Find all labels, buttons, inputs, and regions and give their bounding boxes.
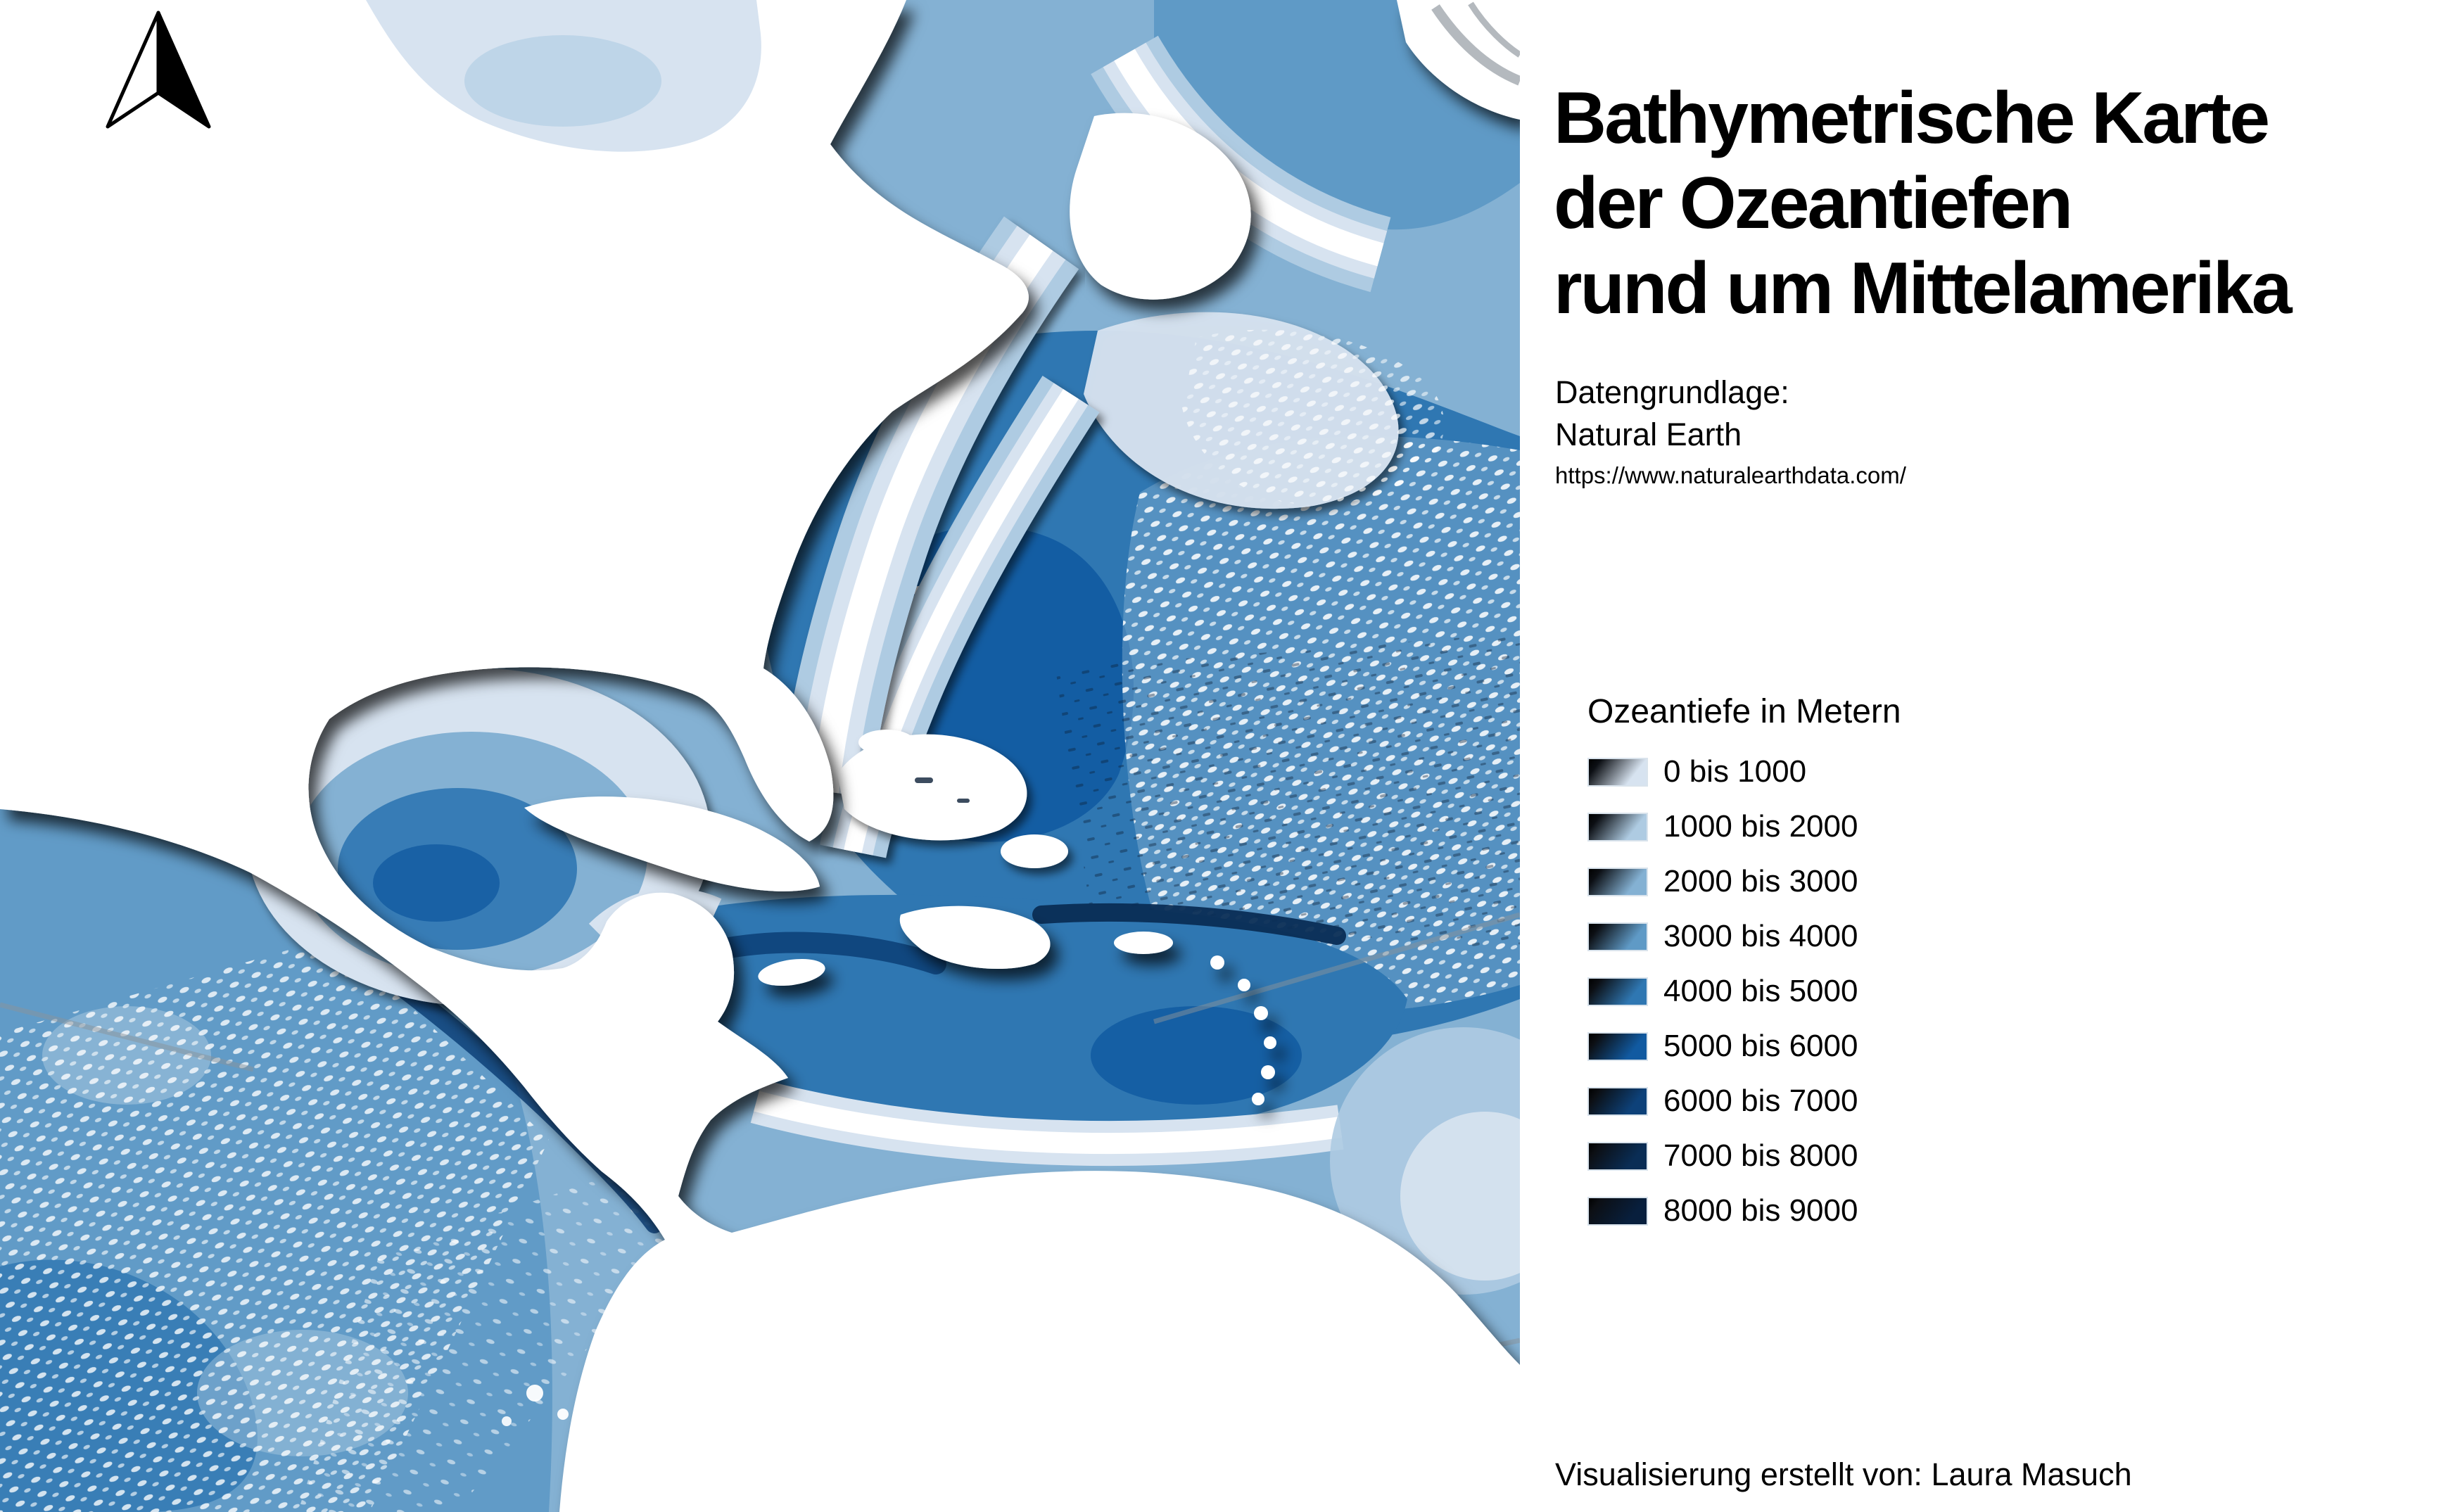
legend-label: 1000 bis 2000 <box>1663 809 1858 844</box>
title-line-3: rund um Mittelamerika <box>1554 247 2293 329</box>
legend-swatch <box>1587 977 1648 1006</box>
source-label: Datengrundlage: <box>1555 374 1789 410</box>
legend-swatch <box>1587 1031 1648 1061</box>
legend-row: 6000 bis 7000 <box>1587 1074 1858 1129</box>
legend-row: 7000 bis 8000 <box>1587 1129 1858 1183</box>
greenland-relief <box>1431 1 1520 86</box>
legend-label: 8000 bis 9000 <box>1663 1193 1858 1228</box>
bahamas-flecks <box>915 777 970 803</box>
legend-label: 7000 bis 8000 <box>1663 1138 1858 1173</box>
info-panel: Bathymetrische Karte der Ozeantiefen run… <box>1520 0 2460 1512</box>
legend-row: 1000 bis 2000 <box>1587 799 1858 854</box>
land-masses <box>0 0 1520 1512</box>
legend-row: 3000 bis 4000 <box>1587 909 1858 964</box>
legend-row: 4000 bis 5000 <box>1587 964 1858 1019</box>
bathymetric-map <box>0 0 1520 1512</box>
legend-swatch <box>1587 1141 1648 1171</box>
legend: 0 bis 1000 1000 bis 2000 2000 bis 3000 3… <box>1587 744 1858 1238</box>
source-name: Natural Earth <box>1555 417 1742 452</box>
legend-swatch <box>1587 1196 1648 1226</box>
title-line-1: Bathymetrische Karte <box>1554 77 2270 159</box>
legend-swatch <box>1587 812 1648 841</box>
legend-label: 0 bis 1000 <box>1663 754 1807 789</box>
atlantic-ocean <box>754 331 1520 1044</box>
legend-row: 5000 bis 6000 <box>1587 1019 1858 1074</box>
legend-swatch <box>1587 1086 1648 1116</box>
bahamas-platform <box>837 730 1068 868</box>
source-url: https://www.naturalearthdata.com/ <box>1555 462 1906 488</box>
legend-label: 3000 bis 4000 <box>1663 919 1858 953</box>
legend-swatch <box>1587 922 1648 951</box>
legend-label: 6000 bis 7000 <box>1663 1084 1858 1118</box>
legend-swatch <box>1587 867 1648 896</box>
legend-row: 2000 bis 3000 <box>1587 854 1858 909</box>
bathymetric-map-art <box>0 0 1520 1512</box>
legend-label: 5000 bis 6000 <box>1663 1029 1858 1063</box>
hudson-bay <box>366 0 761 152</box>
legend-title: Ozeantiefe in Metern <box>1587 693 1901 730</box>
legend-label: 2000 bis 3000 <box>1663 864 1858 898</box>
legend-label: 4000 bis 5000 <box>1663 974 1858 1008</box>
data-source: Datengrundlage: Natural Earth https://ww… <box>1555 371 1906 491</box>
caribbean-sea <box>588 888 1520 1295</box>
credit-text: Visualisierung erstellt von: Laura Masuc… <box>1555 1456 2132 1492</box>
north-arrow-icon <box>106 11 211 129</box>
legend-row: 0 bis 1000 <box>1587 744 1858 799</box>
title-line-2: der Ozeantiefen <box>1554 162 2073 244</box>
legend-swatch <box>1587 757 1648 787</box>
legend-row: 8000 bis 9000 <box>1587 1183 1858 1238</box>
page-title: Bathymetrische Karte der Ozeantiefen run… <box>1554 76 2293 331</box>
